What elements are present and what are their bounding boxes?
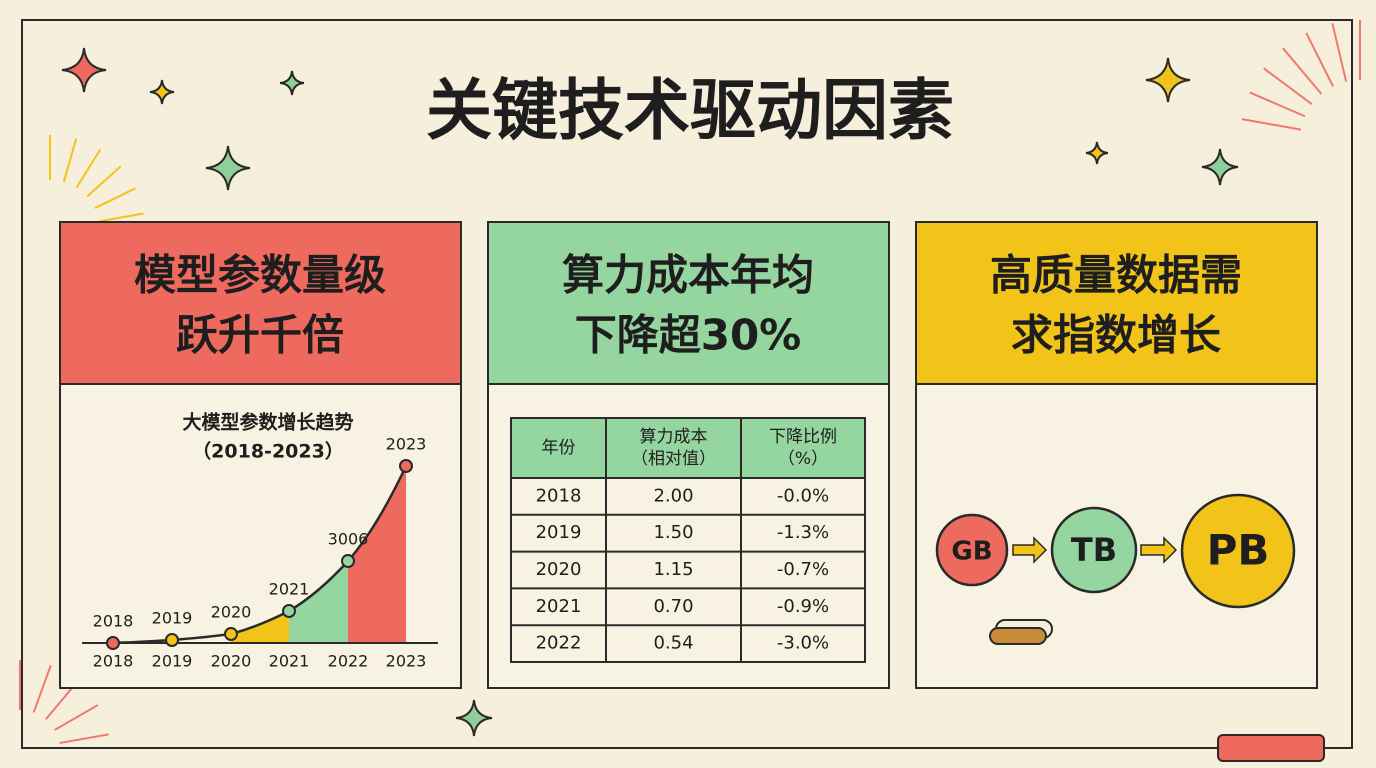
sparkle [1201, 148, 1239, 186]
data-node [1180, 493, 1296, 609]
table-cell: -0.9% [777, 596, 829, 617]
sparkle [279, 70, 305, 96]
ray [1282, 47, 1323, 95]
arrow [1012, 536, 1048, 564]
point-label: 2021 [269, 580, 310, 599]
x-label: 2022 [328, 652, 369, 671]
sparkle [61, 47, 107, 93]
area-segment [289, 561, 348, 643]
point [165, 633, 179, 647]
point [341, 554, 355, 568]
x-label: 2019 [152, 652, 193, 671]
panel-header [487, 221, 890, 385]
table-header-cell: （相对值） [631, 449, 716, 469]
ray [59, 733, 109, 745]
x-label: 2018 [93, 652, 134, 671]
decor-tab [1217, 734, 1325, 762]
ray [1305, 32, 1334, 87]
ray [1331, 23, 1348, 82]
data-node [935, 513, 1009, 587]
ray [1241, 118, 1302, 131]
table-cell: -3.0% [777, 633, 829, 654]
data-node [1050, 506, 1138, 594]
table-cell: -1.3% [777, 522, 829, 543]
ray [1249, 91, 1306, 118]
point-label: 2019 [152, 609, 193, 628]
table-cell: -0.0% [777, 485, 829, 506]
decor-pill [989, 627, 1047, 645]
chart-title: 大模型参数增长趋势 [182, 411, 353, 434]
point [106, 636, 120, 650]
ray [86, 165, 122, 198]
chart-title: （2018-2023） [192, 440, 344, 463]
panel-heading: 高质量数据需 [990, 251, 1242, 300]
table-cell: 1.15 [653, 559, 693, 580]
table-cell: 2018 [536, 485, 582, 506]
table-header-bg [511, 418, 865, 478]
table-cell: 0.54 [653, 633, 693, 654]
point [224, 627, 238, 641]
table-cell: 2020 [536, 559, 582, 580]
table-header-cell: 下降比例 [769, 427, 837, 447]
ray [54, 704, 99, 731]
point-label: 2023 [386, 435, 427, 454]
table-border [510, 417, 866, 663]
ray [62, 138, 78, 183]
node-label: TB [1071, 531, 1117, 569]
sparkle [1085, 141, 1109, 165]
panel-heading: 跃升千倍 [176, 311, 344, 360]
sparkle [1145, 57, 1191, 103]
ray [99, 212, 144, 223]
table-cell: 2019 [536, 522, 582, 543]
table-cell: 2021 [536, 596, 582, 617]
panel-heading: 求指数增长 [1011, 311, 1221, 360]
panel-header [59, 221, 462, 385]
ray [94, 187, 136, 209]
table-cell: 2.00 [653, 485, 693, 506]
ray [32, 665, 52, 713]
sparkle [205, 145, 251, 191]
title: 关键技术驱动因素 [426, 72, 954, 149]
x-label: 2020 [211, 652, 252, 671]
table-cell: 2022 [536, 633, 582, 654]
point-label: 2020 [211, 603, 252, 622]
sparkle [455, 699, 493, 737]
arrow [1140, 536, 1178, 564]
panel-heading: 算力成本年均 [562, 251, 814, 300]
table-header-cell: 年份 [542, 438, 576, 458]
table-header-cell: 算力成本 [640, 427, 708, 447]
table-cell: 1.50 [653, 522, 693, 543]
sparkle [149, 79, 175, 105]
x-label: 2021 [269, 652, 310, 671]
node-label: GB [951, 537, 992, 567]
table-cell: -0.7% [777, 559, 829, 580]
node-label: PB [1207, 526, 1270, 575]
panel-heading: 模型参数量级 [134, 251, 386, 300]
point [399, 459, 413, 473]
ray [1263, 67, 1313, 105]
panel-header [915, 221, 1318, 385]
point-label: 2018 [93, 612, 134, 631]
table-header-cell: （%） [778, 449, 828, 469]
panel-heading: 下降超30% [575, 311, 802, 360]
point-label: 3006 [328, 530, 369, 549]
area-segment [348, 466, 406, 643]
point [282, 604, 296, 618]
table-cell: 0.70 [653, 596, 693, 617]
x-label: 2023 [386, 652, 427, 671]
frame [21, 19, 1353, 749]
ray [75, 148, 102, 189]
